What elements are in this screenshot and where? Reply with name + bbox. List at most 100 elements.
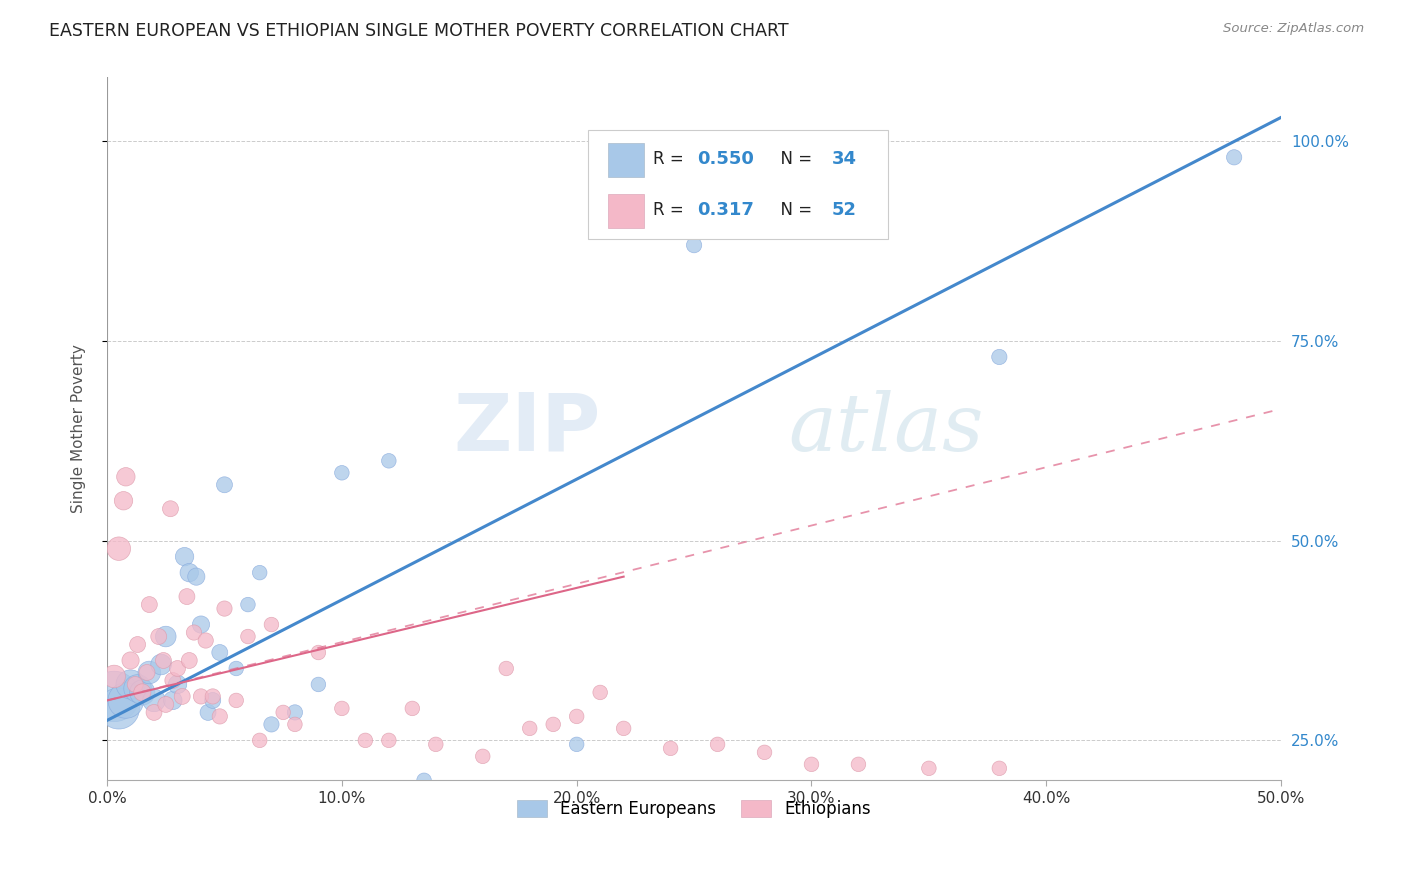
Point — [172, 690, 194, 704]
Point — [613, 722, 636, 736]
Point — [103, 690, 125, 704]
Point — [197, 706, 219, 720]
Point — [208, 709, 231, 723]
Point — [201, 690, 224, 704]
Point — [425, 737, 447, 751]
Text: EASTERN EUROPEAN VS ETHIOPIAN SINGLE MOTHER POVERTY CORRELATION CHART: EASTERN EUROPEAN VS ETHIOPIAN SINGLE MOT… — [49, 22, 789, 40]
Point — [378, 454, 401, 468]
Point — [150, 657, 173, 672]
Point — [754, 745, 776, 759]
Text: 0.550: 0.550 — [697, 150, 755, 169]
Point — [162, 693, 184, 707]
Point — [190, 690, 212, 704]
Point — [683, 238, 706, 252]
Point — [565, 737, 588, 751]
Point — [131, 685, 153, 699]
Point — [155, 630, 177, 644]
Point — [271, 706, 294, 720]
Point — [179, 566, 201, 580]
Point — [378, 733, 401, 747]
Point — [330, 466, 353, 480]
Point — [143, 706, 166, 720]
Point — [152, 653, 174, 667]
Point — [236, 630, 259, 644]
Text: atlas: atlas — [787, 390, 983, 467]
Point — [848, 757, 870, 772]
Point — [330, 701, 353, 715]
Point — [201, 693, 224, 707]
Point — [166, 677, 188, 691]
Point — [495, 661, 517, 675]
Y-axis label: Single Mother Poverty: Single Mother Poverty — [72, 344, 86, 513]
Point — [120, 677, 142, 691]
Point — [988, 761, 1011, 775]
Point — [284, 706, 307, 720]
Point — [155, 698, 177, 712]
Point — [401, 701, 423, 715]
Point — [176, 590, 198, 604]
Point — [225, 661, 247, 675]
Point — [120, 653, 142, 667]
Point — [589, 685, 612, 699]
Point — [249, 566, 271, 580]
Point — [236, 598, 259, 612]
Text: R =: R = — [652, 150, 689, 169]
Legend: Eastern Europeans, Ethiopians: Eastern Europeans, Ethiopians — [510, 793, 877, 825]
Point — [225, 693, 247, 707]
Text: N =: N = — [770, 150, 818, 169]
Point — [115, 470, 138, 484]
Text: ZIP: ZIP — [453, 390, 600, 468]
Point — [186, 569, 208, 583]
Point — [103, 669, 125, 683]
Point — [214, 477, 236, 491]
Point — [307, 677, 329, 691]
Point — [706, 737, 728, 751]
Point — [183, 625, 205, 640]
Point — [659, 741, 682, 756]
Point — [1223, 150, 1246, 164]
Point — [471, 793, 494, 807]
Point — [127, 681, 149, 696]
Text: 52: 52 — [831, 201, 856, 219]
Point — [988, 350, 1011, 364]
Point — [354, 733, 377, 747]
Point — [307, 646, 329, 660]
Point — [260, 717, 283, 731]
Text: Source: ZipAtlas.com: Source: ZipAtlas.com — [1223, 22, 1364, 36]
Point — [190, 617, 212, 632]
Point — [124, 677, 146, 691]
Point — [214, 601, 236, 615]
Text: R =: R = — [652, 201, 695, 219]
Point — [159, 501, 181, 516]
Point — [148, 630, 170, 644]
Point — [565, 709, 588, 723]
Point — [249, 733, 271, 747]
Point — [173, 549, 195, 564]
FancyBboxPatch shape — [589, 130, 887, 239]
Point — [208, 646, 231, 660]
Point — [800, 757, 823, 772]
Point — [284, 717, 307, 731]
Point — [260, 617, 283, 632]
Bar — [609, 194, 644, 227]
Point — [115, 693, 138, 707]
Point — [143, 693, 166, 707]
Text: 0.317: 0.317 — [697, 201, 755, 219]
Point — [413, 773, 436, 788]
Point — [162, 673, 184, 688]
Point — [194, 633, 217, 648]
Point — [108, 701, 131, 715]
Point — [471, 749, 494, 764]
Point — [179, 653, 201, 667]
Point — [138, 598, 160, 612]
Point — [108, 541, 131, 556]
Bar — [609, 143, 644, 177]
Text: N =: N = — [770, 201, 818, 219]
Point — [138, 665, 160, 680]
Point — [918, 761, 941, 775]
Point — [112, 493, 135, 508]
Point — [166, 661, 188, 675]
Point — [127, 638, 149, 652]
Point — [519, 722, 541, 736]
Point — [131, 685, 153, 699]
